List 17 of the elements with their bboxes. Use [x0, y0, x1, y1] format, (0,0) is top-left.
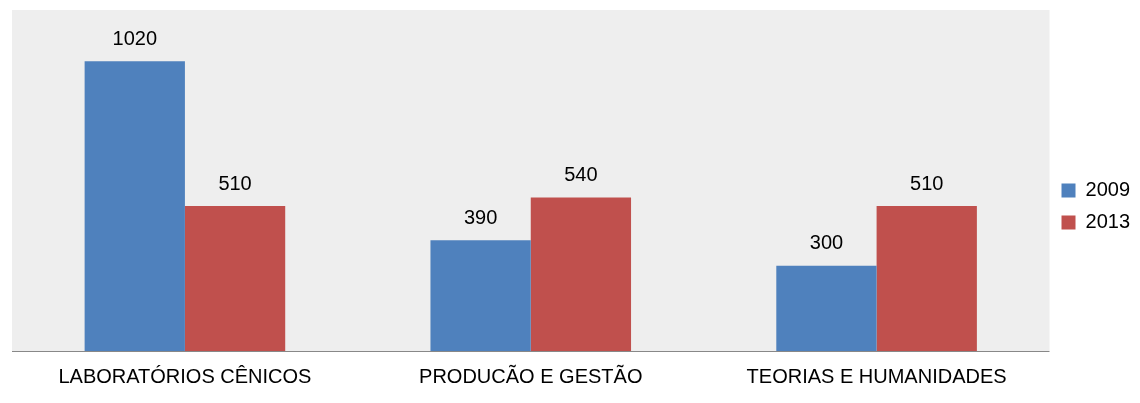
data-label: 390	[463, 205, 498, 228]
x-tick-label: LABORATÓRIOS CÊNICOS	[58, 364, 312, 387]
data-label: 510	[218, 171, 252, 194]
data-label: 300	[809, 231, 844, 254]
bar	[776, 265, 877, 351]
x-tick-label: PRODUCÃO E GESTÃO	[419, 363, 643, 387]
legend-label: 2009	[1085, 178, 1131, 201]
data-label: 540	[564, 163, 598, 186]
legend-label: 2013	[1085, 210, 1131, 233]
x-tick-label: TEORIAS E HUMANIDADES	[746, 364, 1007, 387]
data-label: 510	[910, 171, 944, 194]
bar	[530, 197, 632, 351]
bar	[430, 240, 531, 351]
bar	[84, 61, 185, 351]
bar	[184, 206, 286, 351]
bar	[876, 206, 977, 351]
data-label: 1020	[112, 26, 158, 49]
